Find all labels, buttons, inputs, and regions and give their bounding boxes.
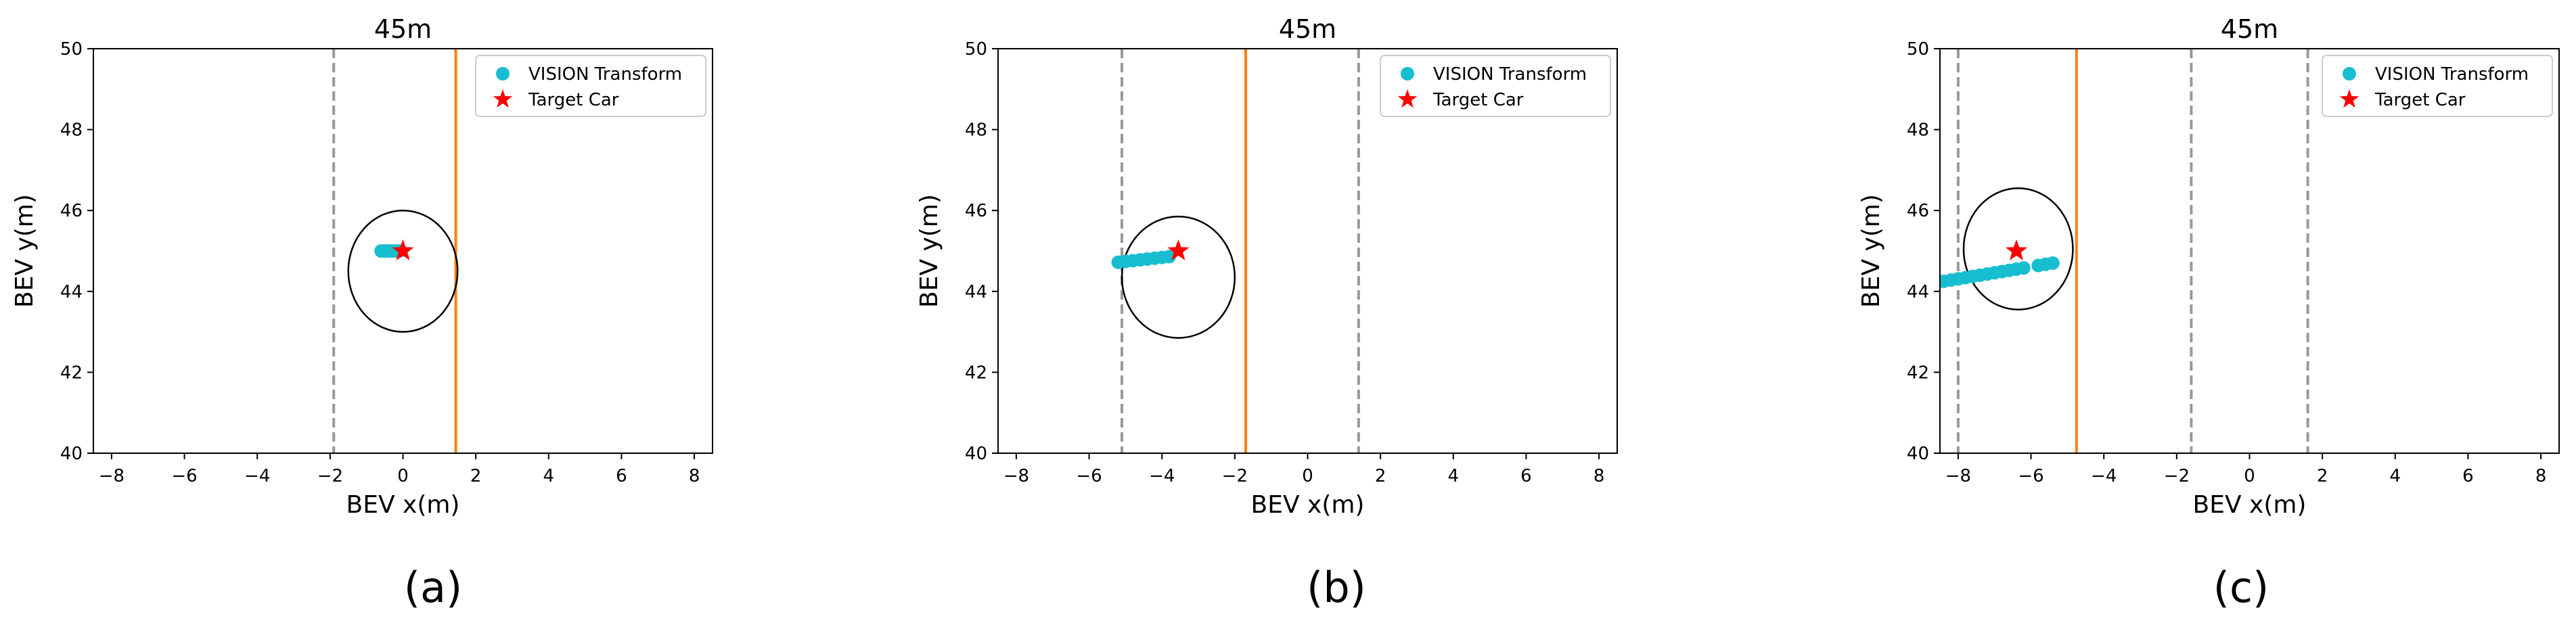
x-tick-label: −2 xyxy=(1222,466,1248,486)
caption-text: (a) xyxy=(404,563,462,612)
x-axis-label: BEV x(m) xyxy=(346,491,460,519)
x-tick-label: −6 xyxy=(171,466,197,486)
legend: VISION Transform Target Car xyxy=(1380,55,1611,117)
chart-title: 45m xyxy=(2221,14,2278,44)
target-car-star xyxy=(392,239,414,260)
legend-label-target-car: Target Car xyxy=(2374,90,2466,110)
legend-label-vision-transform: VISION Transform xyxy=(528,64,682,85)
x-tick-label: 0 xyxy=(2244,466,2255,486)
x-tick-label: 8 xyxy=(1594,466,1605,486)
y-tick-label: 46 xyxy=(1907,201,1929,221)
x-tick-label: 0 xyxy=(1302,466,1313,486)
x-tick-label: −4 xyxy=(244,466,270,486)
x-axis-label: BEV x(m) xyxy=(2193,491,2307,519)
x-tick-label: 2 xyxy=(470,466,482,486)
x-tick-label: −6 xyxy=(2018,466,2043,486)
panel-caption: (b) xyxy=(1307,563,1366,612)
y-tick-label: 40 xyxy=(60,444,83,464)
legend-box xyxy=(2322,55,2553,117)
x-tick-label: 2 xyxy=(1375,466,1386,486)
legend-scatter-marker xyxy=(496,67,510,80)
target-car-star xyxy=(1167,239,1190,260)
y-tick-label: 42 xyxy=(965,363,987,383)
x-tick-label: 4 xyxy=(543,466,555,486)
y-axis-label: BEV y(m) xyxy=(1857,194,1885,308)
y-tick-label: 50 xyxy=(1907,39,1929,60)
x-tick-label: −8 xyxy=(1945,466,1971,486)
y-tick-label: 48 xyxy=(1907,120,1929,141)
chart-title: 45m xyxy=(374,14,432,44)
x-tick-label: 4 xyxy=(2390,466,2401,486)
x-tick-label: 0 xyxy=(397,466,409,486)
chart-title: 45m xyxy=(1279,14,1336,44)
y-axis-label: BEV y(m) xyxy=(11,194,39,308)
y-tick-label: 40 xyxy=(1907,444,1929,464)
x-tick-label: 4 xyxy=(1448,466,1460,486)
y-tick-label: 42 xyxy=(60,363,83,383)
x-tick-label: −6 xyxy=(1076,466,1102,486)
y-tick-label: 40 xyxy=(965,444,987,464)
legend-star-marker xyxy=(493,89,513,108)
legend-box xyxy=(1380,55,1611,117)
scatter-point xyxy=(2016,261,2031,275)
x-tick-label: 8 xyxy=(689,466,700,486)
plot-area xyxy=(332,49,459,453)
uncertainty-ellipse xyxy=(347,209,459,333)
legend-label-vision-transform: VISION Transform xyxy=(1433,64,1587,85)
y-tick-label: 44 xyxy=(1907,282,1929,302)
x-tick-label: −8 xyxy=(99,466,125,486)
y-tick-label: 46 xyxy=(60,201,83,221)
x-tick-label: −8 xyxy=(1003,466,1029,486)
x-tick-label: 6 xyxy=(2462,466,2474,486)
y-tick-label: 46 xyxy=(965,201,987,221)
legend-star-marker xyxy=(1397,89,1418,108)
legend-scatter-marker xyxy=(2343,67,2356,80)
uncertainty-ellipse xyxy=(1962,187,2074,310)
legend-star-marker xyxy=(2339,89,2359,108)
x-tick-label: 2 xyxy=(2317,466,2328,486)
plot-area xyxy=(1940,49,2309,453)
x-tick-label: −2 xyxy=(317,466,343,486)
y-tick-label: 50 xyxy=(965,39,987,60)
x-tick-label: 6 xyxy=(1520,466,1532,486)
legend: VISION Transform Target Car xyxy=(2322,55,2553,117)
legend-label-target-car: Target Car xyxy=(1432,90,1524,110)
y-axis-label: BEV y(m) xyxy=(916,194,943,308)
scatter-point xyxy=(2046,256,2060,270)
legend-label-vision-transform: VISION Transform xyxy=(2375,64,2529,85)
panel-caption: (c) xyxy=(2213,563,2269,612)
panel-caption: (a) xyxy=(404,563,462,612)
scatter-point xyxy=(1162,250,1176,264)
y-tick-label: 42 xyxy=(1907,363,1929,383)
caption-text: (c) xyxy=(2213,563,2269,612)
x-tick-label: 6 xyxy=(616,466,627,486)
x-tick-label: 8 xyxy=(2535,466,2547,486)
x-tick-label: −4 xyxy=(1149,466,1175,486)
plot-area xyxy=(1111,49,1360,453)
x-tick-label: −4 xyxy=(2091,466,2117,486)
legend-label-target-car: Target Car xyxy=(528,90,619,110)
legend-box xyxy=(475,55,706,117)
y-tick-label: 50 xyxy=(60,39,83,60)
uncertainty-ellipse xyxy=(1121,215,1236,339)
target-car-star xyxy=(2005,239,2028,260)
legend-scatter-marker xyxy=(1401,67,1414,80)
y-tick-label: 44 xyxy=(965,282,987,302)
y-tick-label: 44 xyxy=(60,282,83,302)
y-tick-label: 48 xyxy=(60,120,83,141)
caption-text: (b) xyxy=(1307,563,1366,612)
x-axis-label: BEV x(m) xyxy=(1251,491,1365,519)
x-tick-label: −2 xyxy=(2164,466,2190,486)
legend: VISION Transform Target Car xyxy=(475,55,706,117)
y-tick-label: 48 xyxy=(965,120,987,141)
